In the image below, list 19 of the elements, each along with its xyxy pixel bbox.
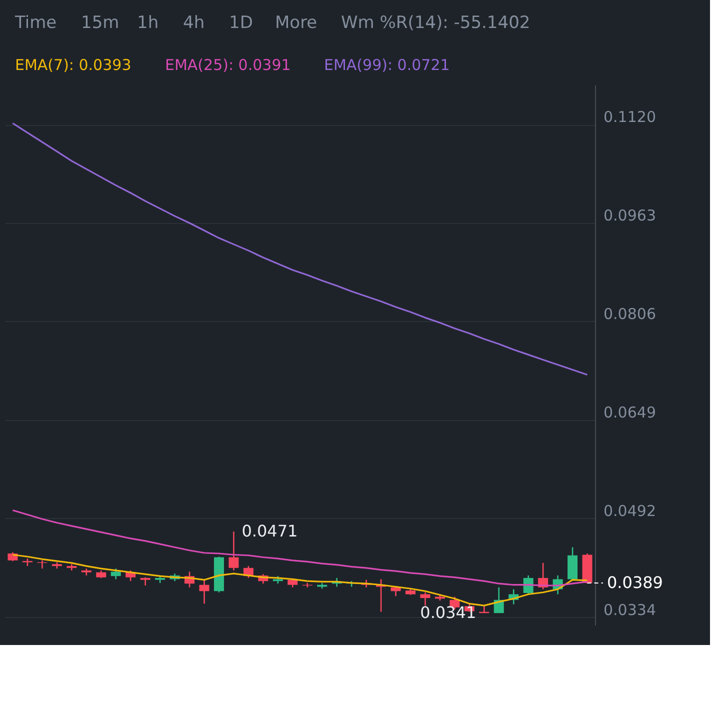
y-tick-label: 0.0492 [604,502,656,520]
text: 1D [229,13,253,33]
annotation: 0.0471 [242,522,298,541]
text: 1h [137,13,159,33]
y-tick-label: 0.0806 [604,304,656,323]
y-tick-label: 0.1120 [604,108,656,126]
text: EMA(99): 0.0721 [324,56,450,74]
text: EMA(25): 0.0391 [165,56,291,74]
text: 4h [183,13,205,33]
annotation: 0.0341 [420,603,476,622]
text: Time [14,13,57,33]
y-tick-label: 0.0649 [604,403,656,422]
text: Wm %R(14): -55.1402 [341,13,530,33]
y-tick-label: 0.0963 [604,206,656,224]
text: EMA(7): 0.0393 [15,56,132,74]
text: More [275,13,318,33]
y-tick-label: 0.0334 [604,600,656,619]
ref-line-label: 0.0389 [607,572,663,592]
text: 15m [81,13,120,33]
